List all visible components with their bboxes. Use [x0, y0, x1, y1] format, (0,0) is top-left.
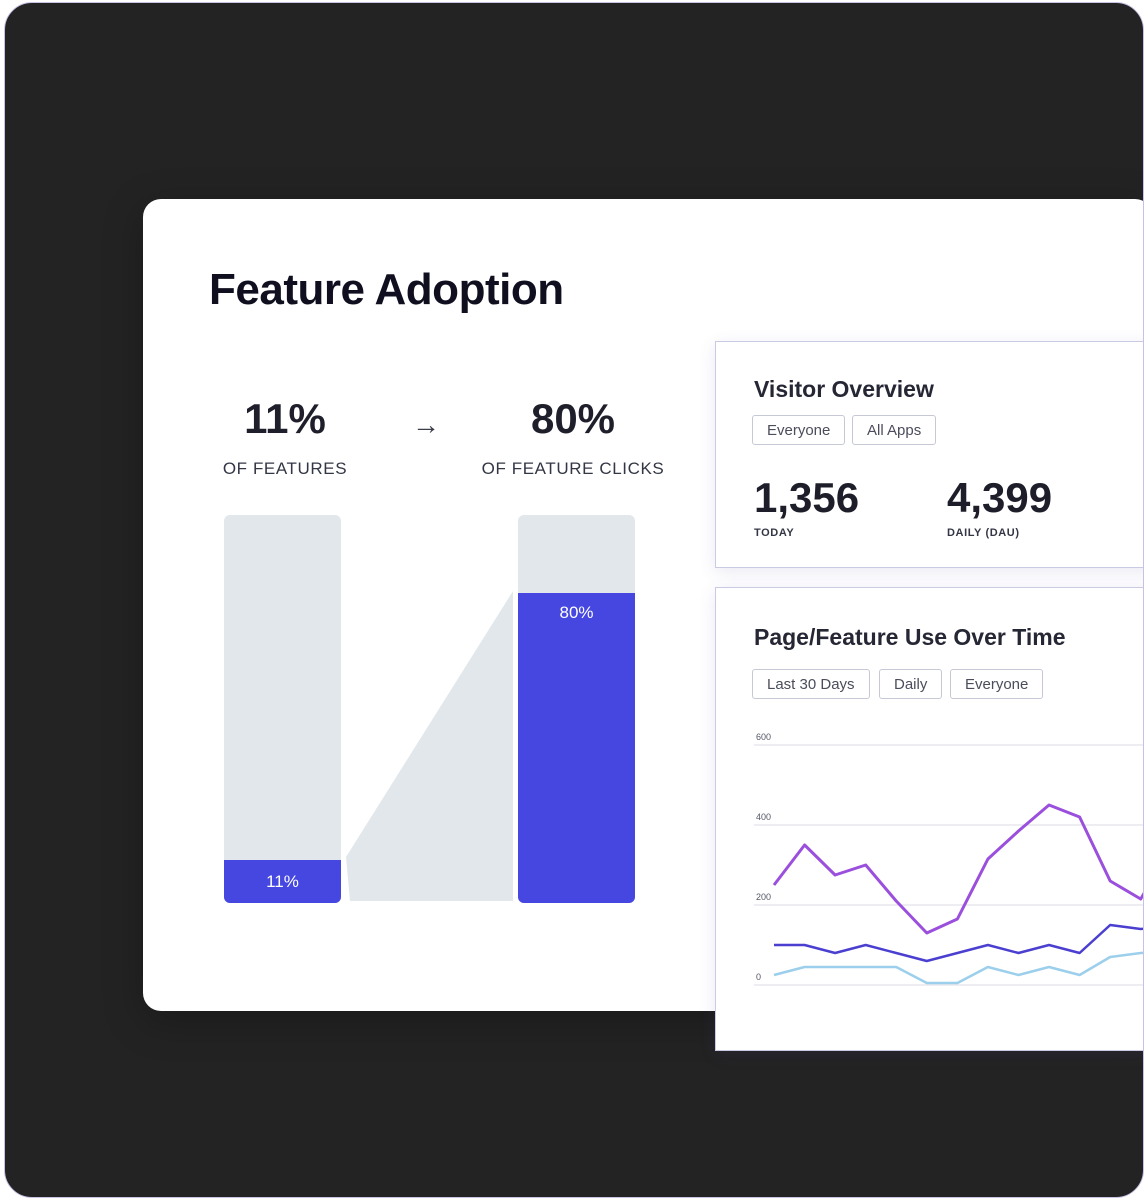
arrow-right-icon: → — [412, 409, 440, 440]
y-tick-label: 600 — [756, 732, 771, 742]
today-count: 1,356 — [754, 474, 860, 521]
dau-count: 4,399 — [947, 474, 1053, 521]
features-percent: 11% — [244, 395, 326, 442]
feature-clicks-caption: OF FEATURE CLICKS — [481, 459, 665, 478]
features-bar: 11% — [224, 515, 341, 903]
background-frame: Feature Adoption 11% OF FEATURES → 80% O… — [4, 2, 1144, 1198]
y-tick-label: 0 — [756, 972, 761, 982]
today-label: TODAY — [754, 527, 795, 539]
feature-clicks-bar-fill: 80% — [518, 593, 635, 903]
page-title: Feature Adoption — [209, 265, 564, 314]
feature-use-line-chart: 0 200 400 600 — [754, 732, 1143, 986]
feature-clicks-stat: 80% OF FEATURE CLICKS — [473, 395, 673, 479]
dau-label: DAILY (DAU) — [947, 527, 1020, 539]
visitor-overview-title: Visitor Overview — [754, 376, 934, 402]
filter-everyone-chip[interactable]: Everyone — [752, 415, 846, 445]
features-caption: OF FEATURES — [222, 459, 348, 478]
page-feature-use-title: Page/Feature Use Over Time — [754, 624, 1066, 650]
visitor-overview-panel: Visitor Overview Everyone All Apps 1,356… — [715, 341, 1143, 568]
filter-last-30-days-chip[interactable]: Last 30 Days — [752, 669, 870, 699]
features-bar-label: 11% — [266, 872, 299, 891]
page-feature-use-panel: Page/Feature Use Over Time Last 30 Days … — [715, 587, 1143, 1051]
filter-all-apps-chip[interactable]: All Apps — [852, 415, 937, 445]
y-tick-label: 200 — [756, 892, 771, 902]
filter-daily-chip[interactable]: Daily — [879, 669, 943, 699]
feature-clicks-bar-label: 80% — [559, 603, 594, 622]
feature-clicks-bar: 80% — [518, 515, 635, 903]
y-tick-label: 400 — [756, 812, 771, 822]
series-line-2 — [774, 923, 1143, 963]
features-stat: 11% OF FEATURES — [215, 395, 355, 479]
feature-clicks-percent: 80% — [530, 395, 616, 442]
funnel-connector — [346, 591, 513, 901]
filter-everyone-chip-2[interactable]: Everyone — [950, 669, 1044, 699]
series-line-1 — [772, 803, 1143, 935]
series-line-3 — [773, 951, 1143, 985]
features-bar-fill: 11% — [224, 860, 341, 903]
